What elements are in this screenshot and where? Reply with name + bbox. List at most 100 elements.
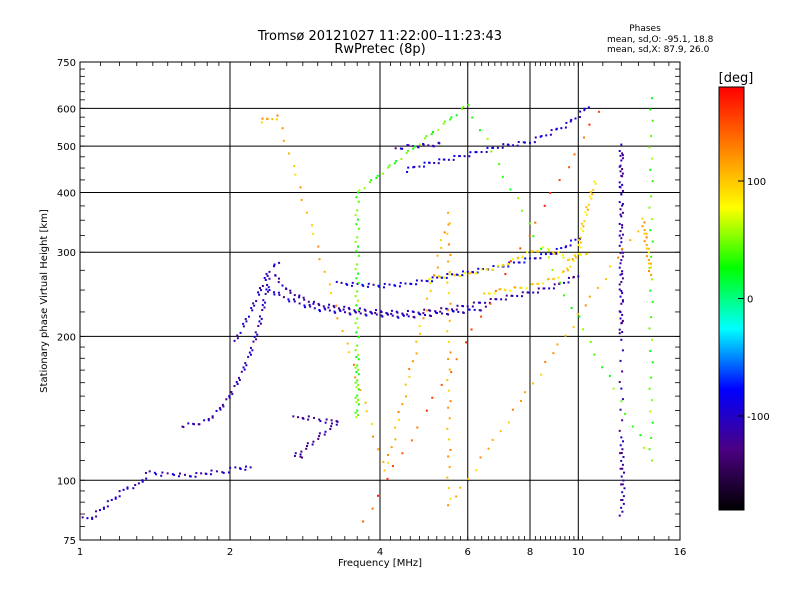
data-point [249, 466, 252, 469]
data-point [364, 313, 367, 316]
data-point [507, 143, 510, 146]
data-point [271, 118, 274, 121]
colorbar-label: [deg] [719, 71, 754, 86]
data-point [267, 290, 270, 293]
data-point [318, 435, 321, 438]
data-point [356, 263, 359, 266]
data-point [489, 298, 492, 301]
data-point [619, 251, 622, 254]
data-point [106, 500, 109, 503]
data-point [173, 473, 176, 476]
data-point [447, 340, 450, 343]
data-point [621, 277, 624, 280]
data-point [583, 107, 586, 110]
data-point [648, 206, 651, 209]
data-point [479, 456, 482, 459]
data-point [533, 141, 536, 144]
data-point [374, 309, 377, 312]
data-point [397, 316, 400, 319]
data-point [582, 230, 585, 233]
data-point [356, 236, 359, 239]
data-point [312, 302, 315, 305]
data-point [356, 245, 359, 248]
data-point [620, 475, 623, 478]
data-point [504, 298, 507, 301]
data-point [132, 487, 135, 490]
data-point [118, 490, 121, 493]
data-point [488, 292, 491, 295]
data-point [134, 484, 137, 487]
data-point [376, 174, 379, 177]
data-point [582, 136, 585, 139]
data-point [621, 233, 624, 236]
data-point [619, 408, 622, 411]
data-point [647, 251, 650, 254]
data-point [219, 408, 222, 411]
data-point [460, 108, 463, 111]
data-point [567, 281, 570, 284]
data-point [650, 273, 653, 276]
data-point [417, 311, 420, 314]
data-point [587, 106, 590, 109]
data-point [576, 313, 579, 316]
data-point [245, 320, 248, 323]
data-point [585, 213, 588, 216]
data-point [357, 335, 360, 338]
data-point [621, 510, 624, 513]
data-point [466, 270, 469, 273]
data-point [462, 305, 465, 308]
data-point [247, 355, 250, 358]
data-point [422, 165, 425, 168]
data-point [449, 351, 452, 354]
data-point [370, 312, 373, 315]
data-point [579, 241, 582, 244]
data-point [307, 300, 310, 303]
data-point [354, 376, 357, 379]
data-point [450, 116, 453, 119]
data-point [620, 302, 623, 305]
data-point [514, 286, 517, 289]
data-point [431, 276, 434, 279]
data-point [621, 463, 624, 466]
data-point [579, 246, 582, 249]
data-point [577, 275, 580, 278]
data-point [618, 181, 621, 184]
data-point [266, 283, 269, 286]
data-point [443, 231, 446, 234]
data-point [534, 221, 537, 224]
data-point [619, 273, 622, 276]
data-point [431, 396, 434, 399]
data-point [357, 200, 360, 203]
data-point [621, 370, 624, 373]
data-point [562, 294, 565, 297]
data-point [618, 514, 621, 517]
data-point [428, 314, 431, 317]
data-point [449, 253, 452, 256]
data-point [357, 358, 360, 361]
data-point [410, 439, 413, 442]
data-point [346, 342, 349, 345]
data-point [182, 426, 185, 429]
data-point [368, 181, 371, 184]
data-point [349, 313, 352, 316]
data-point [621, 189, 624, 192]
data-point [319, 420, 322, 423]
stats-line-o: mean, sd,O: -95.1, 18.8 [607, 35, 714, 45]
data-point [472, 271, 475, 274]
data-point [248, 351, 251, 354]
data-point [621, 251, 624, 254]
data-point [412, 166, 415, 169]
data-point [251, 349, 254, 352]
data-point [512, 261, 515, 264]
data-point [561, 253, 564, 256]
data-point [272, 265, 275, 268]
data-point [496, 146, 499, 149]
data-point [263, 276, 266, 279]
data-point [455, 308, 458, 311]
data-point [651, 421, 654, 424]
data-point [431, 280, 434, 283]
data-point [568, 166, 571, 169]
data-point [621, 211, 624, 214]
data-point [449, 302, 452, 305]
data-point [582, 328, 585, 331]
